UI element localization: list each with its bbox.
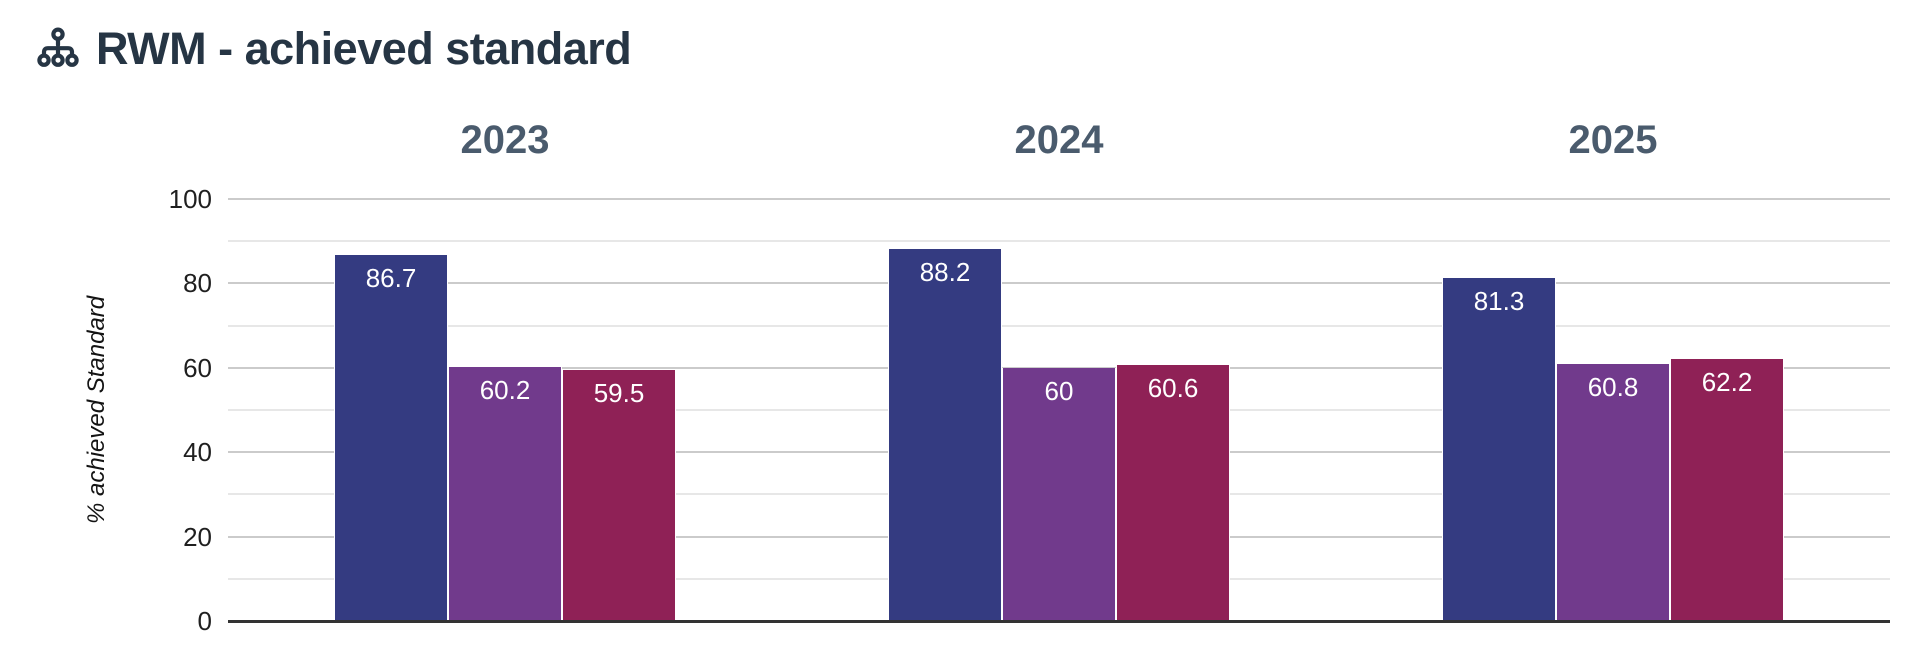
bar-series-1-dark-blue: 86.7 — [334, 255, 448, 621]
gridline-major — [228, 198, 1890, 200]
category-label: 2025 — [1568, 118, 1658, 162]
bar-value-label: 60.8 — [1587, 372, 1639, 402]
gridline-major — [228, 282, 1890, 285]
y-tick-label: 0 — [197, 606, 212, 636]
gridline-major — [228, 366, 1890, 369]
bar-value-label: 60.2 — [479, 375, 531, 405]
bar-series-3-crimson: 62.2 — [1670, 359, 1784, 621]
category-label: 2023 — [460, 118, 550, 162]
bar-value-label: 86.7 — [365, 263, 417, 293]
bar-series-1-dark-blue: 81.3 — [1442, 278, 1556, 621]
bar-series-2-purple: 60 — [1002, 368, 1116, 621]
y-tick-label: 20 — [183, 521, 212, 552]
category-label: 2024 — [1014, 118, 1104, 162]
bar-series-2-purple: 60.8 — [1556, 364, 1670, 621]
bar-value-label: 59.5 — [593, 378, 645, 408]
bar-series-3-crimson: 60.6 — [1116, 365, 1230, 621]
bar-value-label: 62.2 — [1701, 367, 1753, 397]
bar-series-2-purple: 60.2 — [448, 367, 562, 621]
bar-value-label: 88.2 — [919, 257, 971, 287]
x-axis-line — [228, 620, 1890, 623]
bar-series-1-dark-blue: 88.2 — [888, 249, 1002, 621]
y-tick-label: 60 — [183, 352, 212, 383]
bar-series-3-crimson: 59.5 — [562, 370, 676, 621]
chart-header: RWM - achieved standard — [34, 18, 632, 80]
sitemap-icon — [34, 25, 82, 73]
bar-value-label: 60 — [1044, 376, 1074, 406]
gridline-minor — [228, 240, 1890, 243]
y-tick-label: 80 — [183, 268, 212, 299]
chart-title: RWM - achieved standard — [96, 23, 632, 74]
y-tick-label: 100 — [168, 184, 212, 214]
y-tick-label: 40 — [183, 437, 212, 468]
bar-value-label: 60.6 — [1147, 373, 1199, 403]
bar-value-label: 81.3 — [1473, 286, 1525, 316]
gridline-minor — [228, 324, 1890, 327]
